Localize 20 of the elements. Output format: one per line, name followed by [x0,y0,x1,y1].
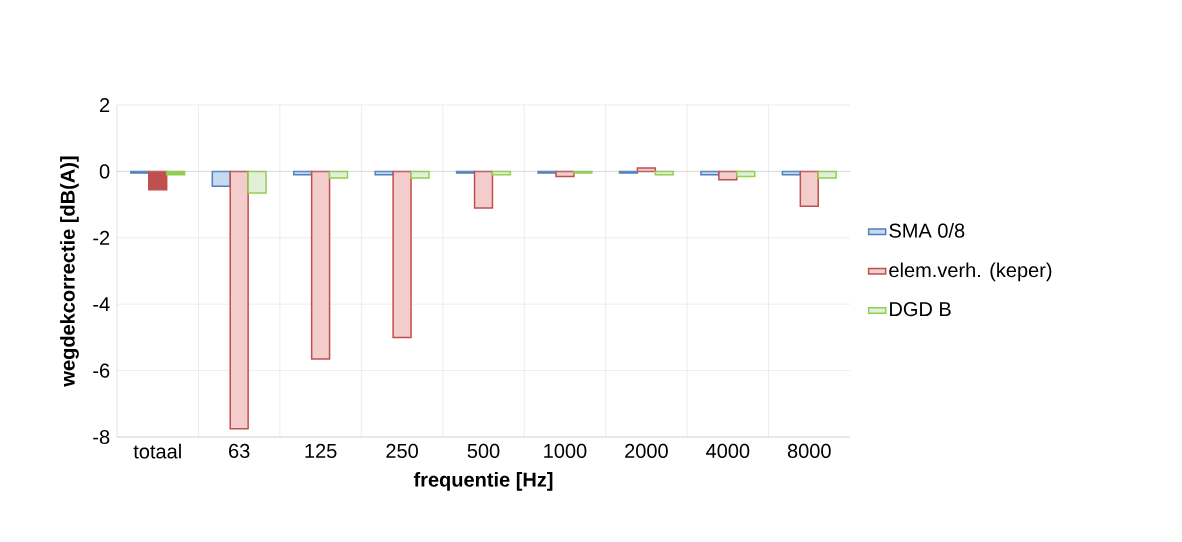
x-tick-label: 2000 [625,443,668,459]
x-axis-title: frequentie [Hz] [413,472,553,491]
y-tick-label: -6 [93,363,110,378]
x-tick-label: 63 [229,443,250,459]
y-axis-title: wegdekcorrectie [dB(A)] [60,156,79,387]
legend-label: SMA 0/8 [889,223,965,238]
x-tick-label: 4000 [706,443,750,459]
y-tick-label: -2 [93,230,110,245]
x-tick-label: totaal [133,443,181,459]
legend-label: elem.verh. (keper) [889,262,1052,282]
legend-label: DGD B [890,302,951,317]
y-tick-label: -8 [93,429,110,445]
x-tick-label: 1000 [544,443,587,459]
y-tick-label: -4 [93,297,110,312]
y-tick-label: 0 [99,164,110,179]
x-tick-label: 125 [305,443,337,459]
x-tick-label: 500 [467,443,500,459]
x-tick-label: 8000 [787,443,831,459]
x-tick-label: 250 [386,443,418,459]
y-tick-label: 2 [100,98,110,112]
